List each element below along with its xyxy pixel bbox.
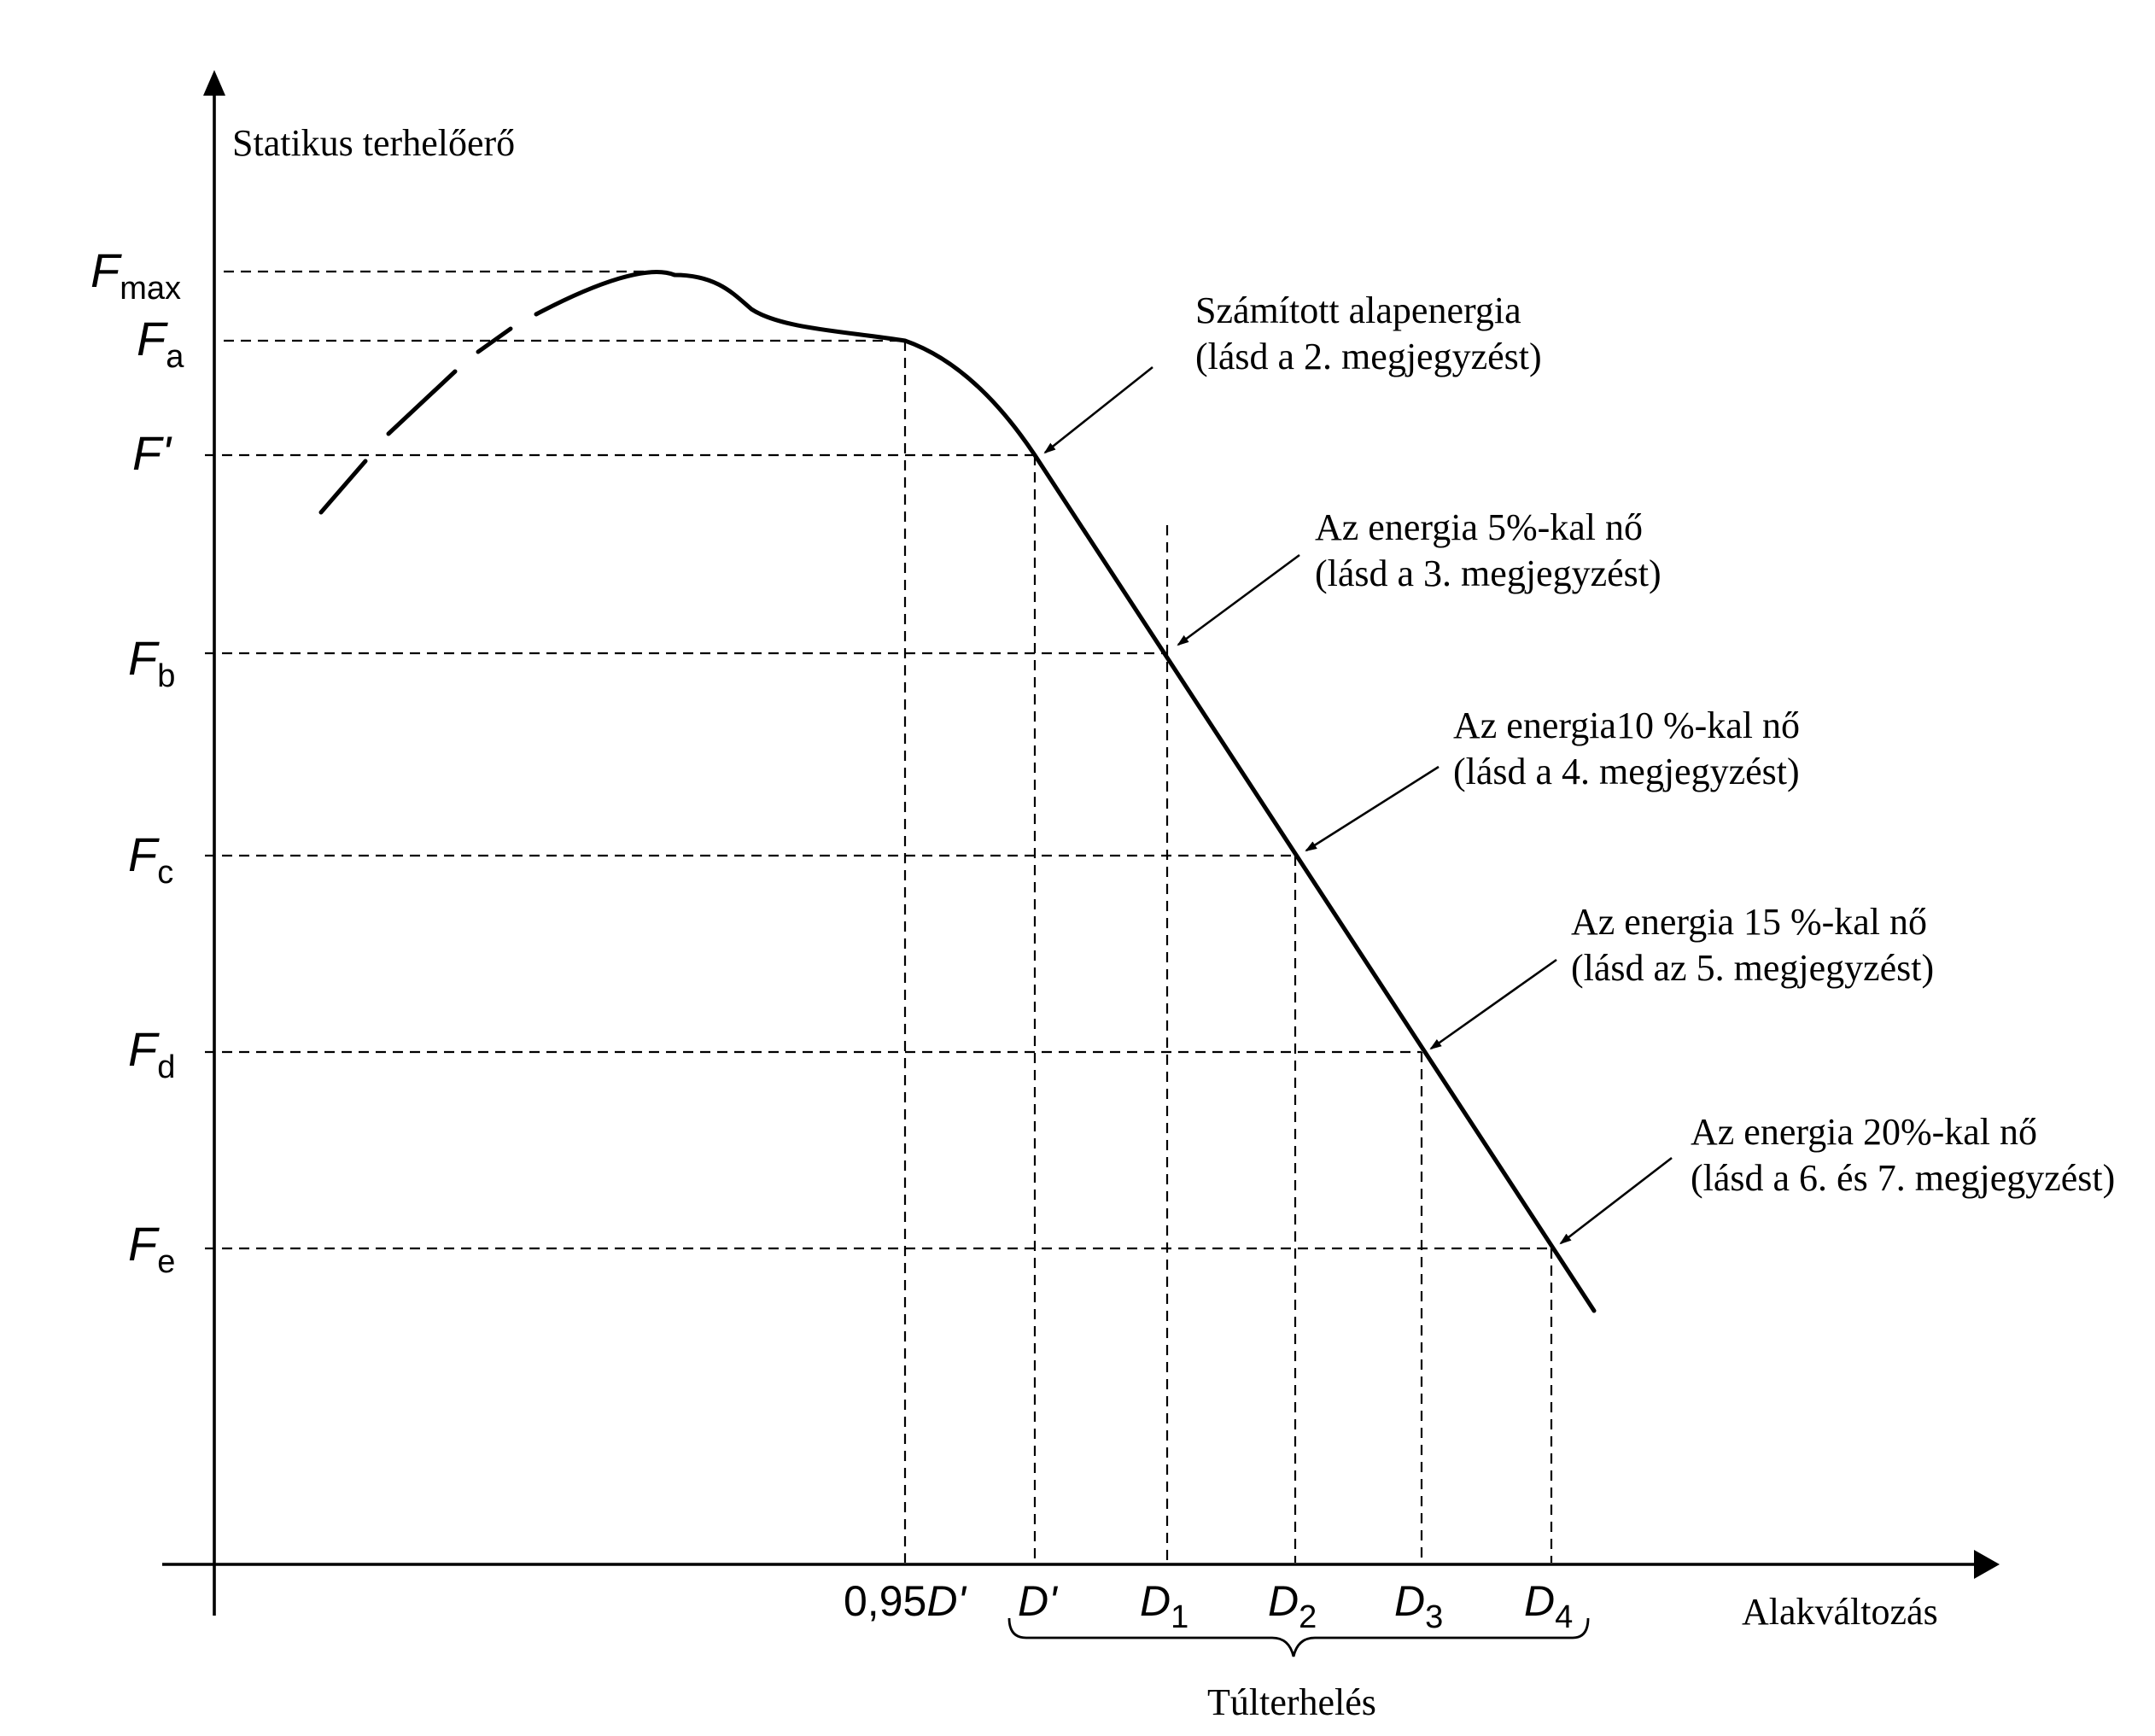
horizontal-guides (205, 270, 1551, 1250)
annotation-energy-5-line1: Az energia 5%-kal nő (1315, 506, 1643, 548)
label-fmax-sub: max (120, 271, 181, 307)
y-axis-arrowhead (203, 70, 225, 96)
y-axis-title: Statikus terhelőerő (232, 122, 515, 164)
label-fprime: F' (132, 426, 172, 480)
label-fe-main: F (128, 1217, 160, 1271)
annotation-energy-5: Az energia 5%-kal nő (lásd a 3. megjegyz… (1315, 506, 1662, 594)
x-axis-arrowhead (1974, 1550, 2000, 1579)
annotation-energy-10-line2: (lásd a 4. megjegyzést) (1453, 751, 1800, 792)
overload-brace (1007, 1617, 1590, 1657)
label-d2-main: D (1268, 1577, 1299, 1625)
label-fb-main: F (128, 631, 160, 685)
label-d2-sub: 2 (1299, 1599, 1317, 1635)
label-fc: Fc (128, 827, 173, 891)
label-d4: D4 (1524, 1577, 1573, 1635)
annotation-energy-20-line2: (lásd a 6. és 7. megjegyzést) (1691, 1157, 2115, 1199)
label-fc-main: F (128, 827, 160, 881)
annotation-base-energy-line1: Számított alapenergia (1195, 289, 1521, 331)
force-labels: Fmax Fa F' Fb Fc Fd Fe (91, 243, 184, 1280)
label-d4-sub: 4 (1555, 1599, 1573, 1635)
label-fd: Fd (128, 1022, 175, 1085)
annotation-base-energy-line2: (lásd a 2. megjegyzést) (1195, 336, 1542, 377)
label-fa-sub: a (166, 339, 184, 375)
arrow-base-energy (1043, 365, 1153, 454)
annotation-energy-15-line1: Az energia 15 %-kal nő (1571, 901, 1927, 943)
label-fe-sub: e (157, 1244, 175, 1280)
axes (162, 70, 2000, 1616)
label-d1: D1 (1140, 1577, 1188, 1635)
curve-dashed-segment-2 (386, 369, 458, 436)
label-d3-main: D (1394, 1577, 1425, 1625)
label-fb: Fb (128, 631, 175, 694)
curve-solid (534, 270, 1597, 1313)
label-d095-main: D' (926, 1577, 967, 1625)
x-axis-title: Alakváltozás (1742, 1591, 1938, 1633)
label-fmax: Fmax (91, 243, 181, 307)
arrow-energy-20 (1559, 1156, 1673, 1245)
annotation-energy-10: Az energia10 %-kal nő (lásd a 4. megjegy… (1453, 704, 1809, 792)
overload-label: Túlterhelés (1207, 1681, 1376, 1723)
annotation-energy-15-line2: (lásd az 5. megjegyzést) (1571, 947, 1934, 989)
label-d3-sub: 3 (1425, 1599, 1443, 1635)
label-d1-sub: 1 (1171, 1599, 1188, 1635)
label-fd-sub: d (157, 1049, 175, 1085)
annotation-energy-10-line1: Az energia10 %-kal nő (1453, 704, 1800, 746)
label-d4-main: D (1524, 1577, 1555, 1625)
annotation-arrows (1043, 365, 1673, 1245)
load-curve (318, 270, 1597, 1313)
label-fa: Fa (137, 312, 184, 375)
label-d095-prefix: 0,95 (844, 1577, 926, 1625)
label-d2: D2 (1268, 1577, 1317, 1635)
vertical-guides (903, 341, 1553, 1563)
curve-dashed-segment-1 (318, 459, 368, 515)
label-dprime: D' (1018, 1577, 1058, 1625)
annotation-energy-15: Az energia 15 %-kal nő (lásd az 5. megje… (1571, 901, 1936, 989)
label-fmax-main: F (91, 243, 122, 297)
curve-dashed-segment-3 (476, 326, 513, 354)
arrow-energy-5 (1177, 553, 1300, 646)
label-fa-main: F (137, 312, 168, 365)
deformation-labels: 0,95D' D' D1 D2 D3 D4 (844, 1577, 1573, 1635)
label-d3: D3 (1394, 1577, 1443, 1635)
label-fb-sub: b (157, 658, 175, 694)
label-d095: 0,95D' (844, 1577, 967, 1625)
arrow-energy-10 (1305, 765, 1440, 852)
label-d1-main: D (1140, 1577, 1171, 1625)
label-fd-main: F (128, 1022, 160, 1076)
annotation-base-energy: Számított alapenergia (lásd a 2. megjegy… (1195, 289, 1542, 377)
annotation-energy-20-line1: Az energia 20%-kal nő (1691, 1111, 2037, 1153)
arrow-energy-15 (1429, 958, 1557, 1050)
annotation-energy-20: Az energia 20%-kal nő (lásd a 6. és 7. m… (1691, 1111, 2115, 1199)
annotation-energy-5-line2: (lásd a 3. megjegyzést) (1315, 552, 1662, 594)
annotations: Számított alapenergia (lásd a 2. megjegy… (1195, 289, 2115, 1199)
label-fc-sub: c (157, 855, 173, 891)
label-fe: Fe (128, 1217, 175, 1280)
